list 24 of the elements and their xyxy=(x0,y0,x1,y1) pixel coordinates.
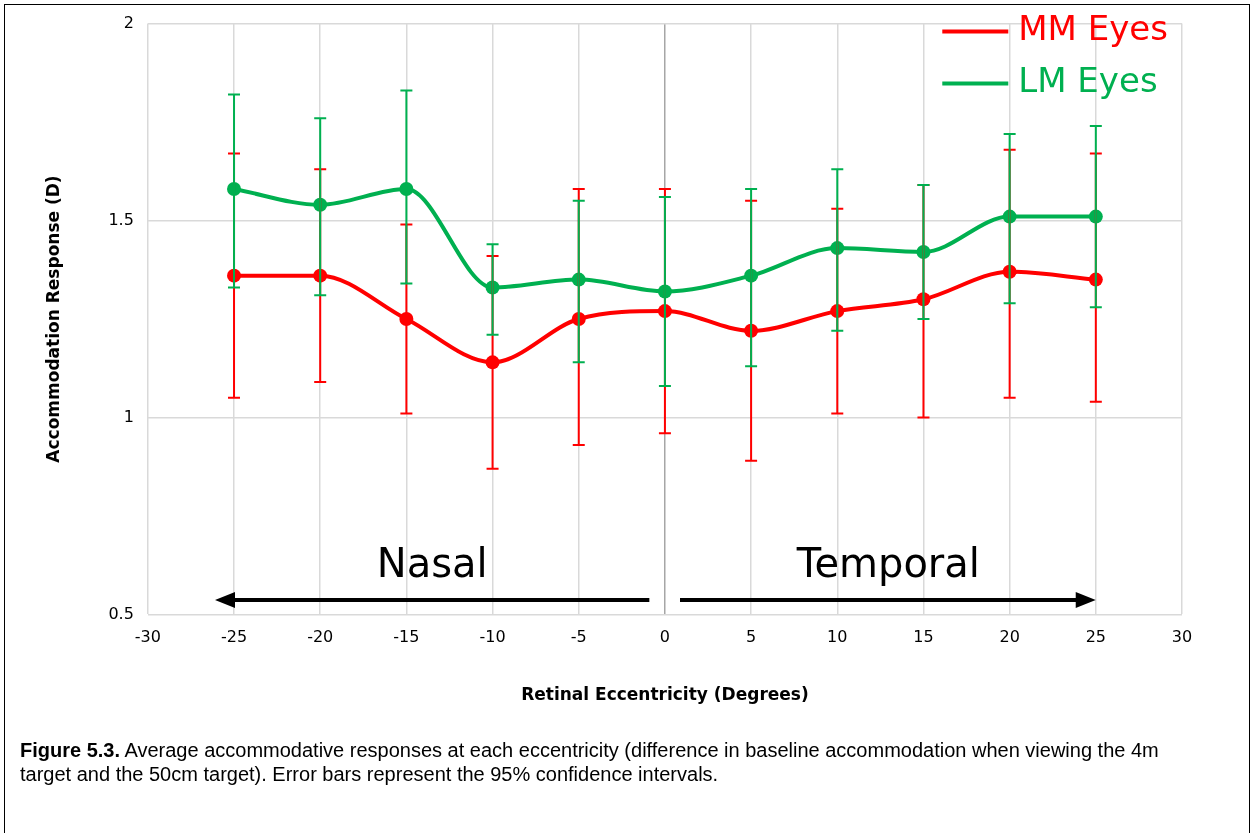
x-tick-label: -25 xyxy=(220,627,248,647)
x-tick-label: 5 xyxy=(746,627,757,647)
caption: Figure 5.3. Average accommodative responses at each eccentricity (difference in baseline accommodation when viewing the 4m target and the 50cm target). Error bars represent the 95% confidence intervals. xyxy=(20,738,1160,786)
x-axis-title: Retinal Eccentricity (Degrees) xyxy=(521,684,809,705)
x-tick-label: 30 xyxy=(1171,627,1193,647)
y-tick-label: 0.5 xyxy=(108,603,134,623)
x-tick-label: 20 xyxy=(999,627,1020,647)
legend-label: MM Eyes xyxy=(1018,8,1169,49)
annotation: Nasal xyxy=(376,540,488,587)
x-tick-label: -15 xyxy=(393,627,420,647)
y-axis-title: Accommodation Response (D) xyxy=(42,175,63,463)
x-tick-label: -10 xyxy=(479,627,506,647)
x-tick-label: -30 xyxy=(134,627,161,647)
x-tick-label: 25 xyxy=(1085,627,1106,647)
x-tick-label: 10 xyxy=(827,627,848,647)
annotation: Temporal xyxy=(796,540,980,587)
y-tick-label: 1 xyxy=(123,406,134,426)
x-tick-label: 0 xyxy=(659,627,671,647)
x-tick-label: -20 xyxy=(307,627,334,647)
x-tick-label: 15 xyxy=(913,627,934,647)
y-tick-label: 2 xyxy=(123,12,134,32)
y-tick-label: 1.5 xyxy=(108,209,134,229)
x-tick-label: -5 xyxy=(570,627,587,647)
legend-label: LM Eyes xyxy=(1018,60,1158,101)
